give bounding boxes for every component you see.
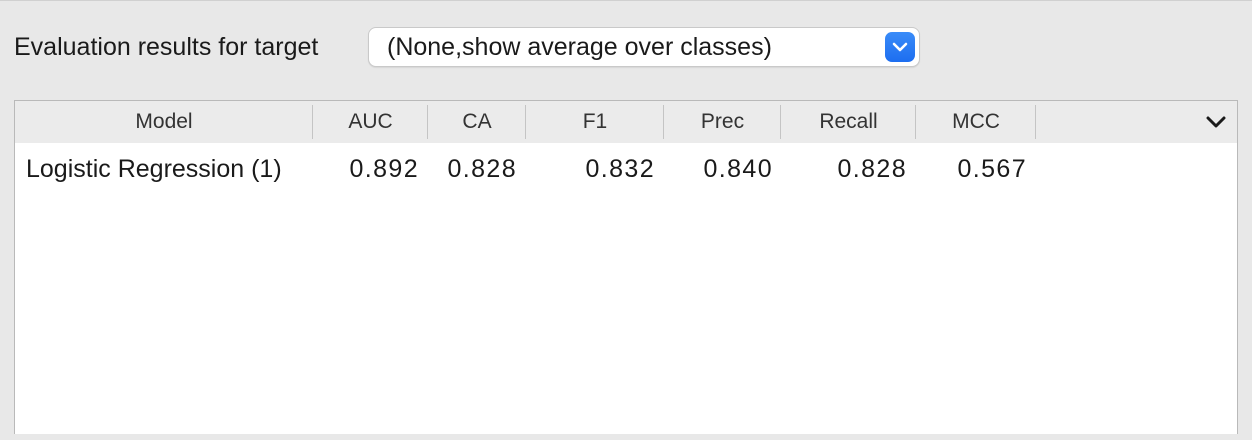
- column-header-auc[interactable]: AUC: [348, 110, 393, 133]
- column-header-recall[interactable]: Recall: [819, 110, 878, 133]
- cell-recall: 0.828: [837, 155, 907, 183]
- cell-model: Logistic Regression (1): [26, 155, 282, 183]
- column-header-mcc[interactable]: MCC: [952, 110, 1000, 133]
- results-table[interactable]: Model AUC CA F1 Prec Recall MCC Logistic…: [14, 100, 1238, 436]
- column-header-f1[interactable]: F1: [582, 110, 608, 133]
- chevron-down-icon[interactable]: [885, 32, 915, 62]
- column-header-ca[interactable]: CA: [462, 110, 492, 133]
- target-combobox[interactable]: (None,show average over classes): [368, 27, 920, 67]
- column-header-prec[interactable]: Prec: [700, 110, 745, 133]
- chevron-down-icon[interactable]: [1201, 109, 1231, 135]
- target-combobox-value: (None,show average over classes): [387, 33, 772, 61]
- column-divider[interactable]: [312, 105, 313, 139]
- column-divider[interactable]: [1035, 105, 1036, 139]
- window-bottom-edge: [0, 434, 1252, 440]
- target-selector-row: Evaluation results for target (None,show…: [0, 0, 1252, 96]
- column-divider[interactable]: [780, 105, 781, 139]
- table-header: Model AUC CA F1 Prec Recall MCC: [15, 101, 1237, 143]
- cell-ca: 0.828: [447, 155, 517, 183]
- window-top-edge: [0, 0, 1252, 1]
- target-label: Evaluation results for target: [14, 33, 319, 61]
- cell-auc: 0.892: [349, 155, 419, 183]
- column-divider[interactable]: [663, 105, 664, 139]
- column-divider[interactable]: [525, 105, 526, 139]
- column-divider[interactable]: [915, 105, 916, 139]
- cell-prec: 0.840: [703, 155, 773, 183]
- column-divider[interactable]: [427, 105, 428, 139]
- cell-f1: 0.832: [585, 155, 655, 183]
- cell-mcc: 0.567: [957, 155, 1027, 183]
- column-header-model[interactable]: Model: [135, 110, 193, 133]
